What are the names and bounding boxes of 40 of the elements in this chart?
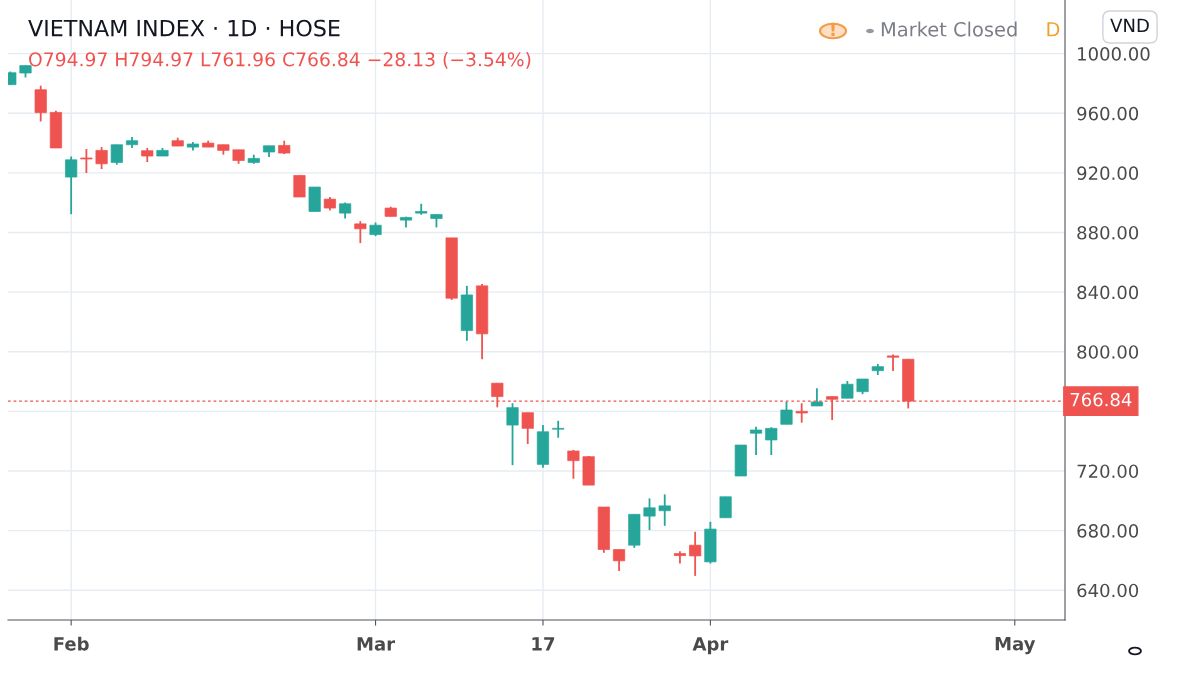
text: VIETNAM INDEX · 1D · HOSE — [28, 19, 340, 37]
y-tick-label: 880.00 — [1077, 225, 1139, 240]
y-tick-label: 800.00 — [1077, 345, 1139, 359]
y-tick-label: 920.00 — [1077, 166, 1139, 180]
y-tick-label: 840.00 — [1077, 285, 1139, 300]
y-tick-label: 680.00 — [1077, 524, 1139, 538]
y-tick-label: 960.00 — [1077, 106, 1139, 121]
x-tick-label: Feb — [54, 636, 89, 651]
text: VND — [1110, 18, 1149, 32]
x-tick-label: May — [995, 637, 1036, 655]
y-tick-label: 640.00 — [1077, 583, 1139, 598]
candlestick — [110, 143, 123, 166]
candlestick — [34, 84, 47, 123]
y-tick-label: 1000.00 — [1078, 47, 1150, 61]
candlestick — [719, 495, 732, 519]
y-tick-label: 720.00 — [1077, 464, 1139, 479]
candlestick — [354, 220, 367, 244]
candlestick — [65, 155, 78, 216]
candlestick — [749, 425, 763, 456]
text: O794.97 H794.97 L761.96 C766.84 −28.13 (−3.54%) — [29, 51, 531, 69]
annotation: D — [1047, 22, 1060, 37]
x-tick-label: 17 — [532, 637, 555, 651]
candlestick — [506, 402, 519, 467]
candlestick — [765, 426, 778, 456]
candlestick — [567, 449, 580, 480]
x-tick-label: Mar — [357, 637, 396, 651]
candlestick — [613, 548, 626, 573]
candlestick — [552, 419, 565, 439]
candlestick — [293, 174, 306, 198]
candlestick — [95, 146, 108, 170]
x-tick-label: Apr — [692, 637, 729, 655]
candlestick — [658, 493, 671, 527]
candlestick — [643, 497, 656, 532]
candlestick — [521, 411, 534, 445]
annotation: Market Closed — [881, 21, 1017, 37]
candlestick — [80, 148, 93, 174]
candlestick — [689, 530, 702, 577]
candlestick — [780, 400, 793, 426]
ref-line-label: 766.84 — [1070, 392, 1132, 407]
candlestick — [673, 550, 686, 565]
